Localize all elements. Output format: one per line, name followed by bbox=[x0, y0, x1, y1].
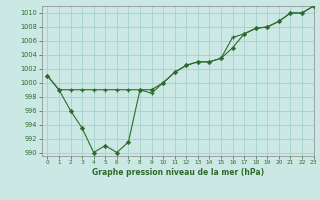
X-axis label: Graphe pression niveau de la mer (hPa): Graphe pression niveau de la mer (hPa) bbox=[92, 168, 264, 177]
